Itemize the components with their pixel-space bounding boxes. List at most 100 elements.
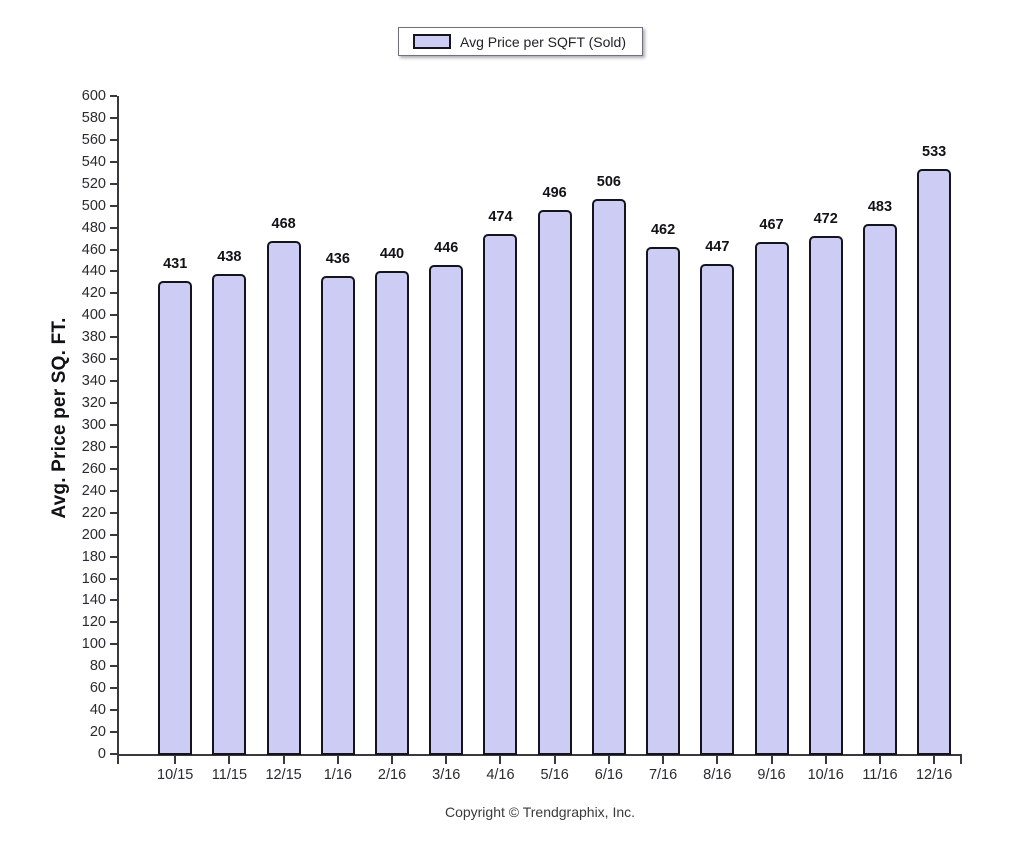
y-tick-mark: [110, 116, 117, 119]
y-tick-mark: [110, 511, 117, 514]
y-tick-mark: [110, 358, 117, 361]
bar-value-label: 440: [379, 246, 405, 263]
x-tick-label: 9/16: [757, 767, 786, 783]
x-tick-label: 11/16: [862, 767, 898, 783]
y-tick-label: 40: [89, 702, 106, 719]
legend-label: Avg Price per SQFT (Sold): [460, 33, 626, 50]
y-tick-mark: [110, 687, 117, 690]
bar-value-label: 467: [759, 216, 784, 233]
bar: [917, 169, 952, 755]
bar: [320, 275, 355, 755]
y-tick-mark: [110, 709, 117, 712]
y-tick-mark: [110, 226, 117, 229]
bar: [754, 241, 789, 755]
x-tick-mark: [117, 756, 119, 764]
y-tick-label: 140: [81, 592, 106, 609]
y-tick-mark: [110, 555, 117, 558]
x-tick-label: 7/16: [648, 767, 678, 783]
bar: [429, 264, 464, 755]
x-tick-mark: [336, 756, 339, 764]
y-tick-mark: [110, 292, 117, 295]
y-tick-mark: [110, 95, 117, 97]
y-tick-label: 380: [81, 329, 106, 346]
y-tick-mark: [110, 314, 117, 317]
bar-value-label: 483: [867, 199, 893, 216]
y-tick-mark: [110, 621, 117, 624]
y-tick-label: 400: [81, 307, 106, 324]
y-tick-label: 540: [81, 153, 106, 170]
x-tick-label: 3/16: [432, 767, 461, 783]
y-tick-mark: [110, 599, 117, 602]
y-tick-mark: [110, 533, 117, 536]
bar-value-label: 431: [163, 256, 188, 273]
y-tick-mark: [110, 380, 117, 383]
y-tick-mark: [110, 402, 117, 405]
y-tick-label: 100: [81, 636, 106, 653]
y-tick-mark: [110, 665, 117, 668]
bar: [591, 199, 626, 755]
y-tick-label: 480: [81, 219, 106, 236]
bar: [646, 247, 681, 755]
x-tick-mark: [933, 756, 936, 764]
x-tick-mark: [228, 756, 231, 764]
y-tick-label: 240: [81, 482, 106, 499]
x-tick-mark: [716, 756, 719, 764]
x-tick-mark: [607, 756, 610, 764]
y-tick-mark: [110, 753, 117, 755]
y-tick-label: 320: [81, 395, 106, 412]
y-tick-mark: [110, 336, 117, 339]
x-tick-mark: [960, 756, 962, 764]
x-tick-label: 10/15: [157, 767, 194, 783]
y-tick-label: 340: [81, 373, 106, 390]
y-tick-mark: [110, 489, 117, 492]
bar: [266, 240, 301, 755]
bar-value-label: 446: [434, 239, 459, 256]
y-tick-mark: [110, 182, 117, 185]
y-tick-label: 520: [81, 175, 106, 192]
y-axis: [117, 96, 119, 756]
x-tick-mark: [878, 756, 881, 764]
y-tick-label: 180: [81, 548, 106, 565]
x-tick-label: 6/16: [594, 767, 623, 783]
bar-value-label: 462: [650, 222, 676, 239]
bar-value-label: 496: [542, 185, 567, 202]
y-tick-label: 580: [81, 109, 106, 126]
bar-value-label: 472: [813, 211, 838, 228]
y-tick-label: 220: [81, 504, 106, 521]
y-tick-label: 20: [89, 724, 106, 741]
x-tick-label: 2/16: [377, 767, 407, 783]
bar: [537, 210, 572, 755]
y-tick-label: 0: [97, 746, 106, 762]
x-tick-label: 5/16: [540, 767, 569, 783]
y-tick-label: 300: [81, 417, 106, 433]
bar-value-label: 436: [325, 250, 350, 267]
x-tick-mark: [391, 756, 394, 764]
x-tick-mark: [553, 756, 556, 764]
y-tick-label: 60: [89, 680, 106, 697]
bar: [212, 273, 247, 755]
x-tick-mark: [174, 756, 177, 764]
bar-value-label: 474: [488, 209, 513, 226]
y-tick-label: 280: [81, 438, 106, 455]
bar-value-label: 447: [705, 238, 730, 255]
y-tick-label: 360: [81, 351, 106, 368]
bar-value-label: 506: [596, 174, 621, 191]
y-tick-mark: [110, 270, 117, 273]
legend-swatch-icon: [413, 34, 451, 49]
x-tick-label: 10/16: [807, 767, 844, 783]
x-tick-label: 12/16: [915, 767, 953, 783]
bar-value-label: 533: [922, 144, 947, 161]
y-tick-mark: [110, 731, 117, 734]
y-tick-mark: [110, 138, 117, 141]
y-tick-label: 460: [81, 241, 106, 258]
x-tick-mark: [824, 756, 827, 764]
y-tick-mark: [110, 204, 117, 207]
x-tick-label: 12/15: [265, 767, 302, 783]
y-tick-label: 200: [81, 526, 106, 543]
x-tick-label: 1/16: [323, 767, 352, 783]
bar: [862, 224, 897, 755]
x-tick-mark: [282, 756, 285, 764]
y-tick-mark: [110, 467, 117, 470]
bar: [483, 234, 518, 755]
